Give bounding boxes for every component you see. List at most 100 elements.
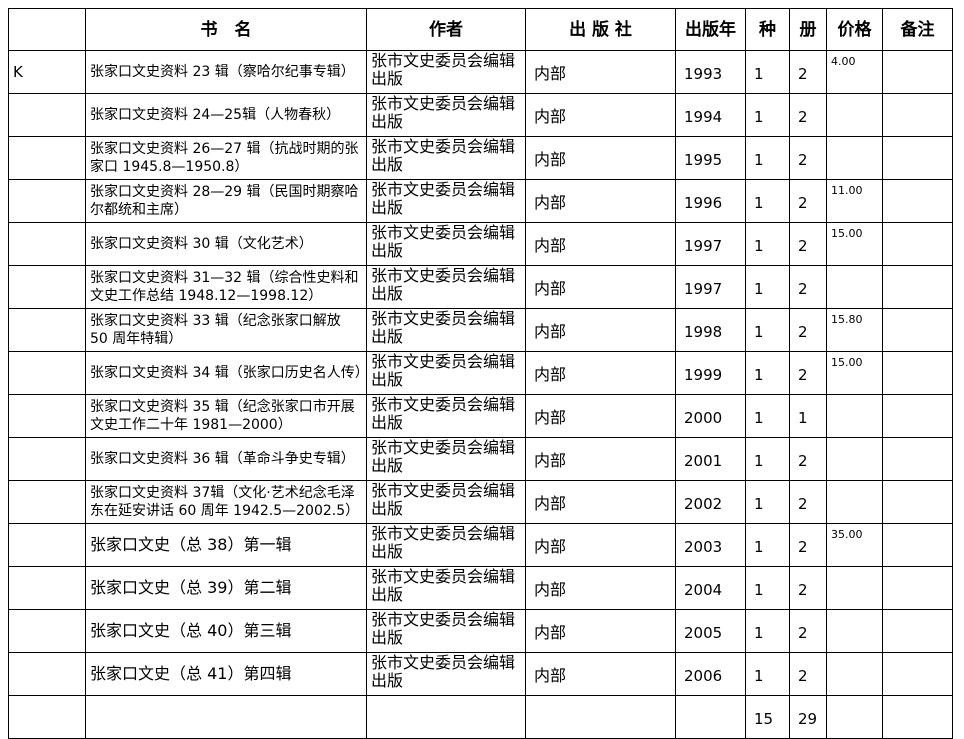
call-cell xyxy=(8,308,86,352)
volumes-cell: 2 xyxy=(789,480,827,524)
book-table: 书 名作者出 版 社出版年种册价格 备注 K 张家口文史资料 23 辑（察哈尔纪事专… xyxy=(8,8,953,739)
note-cell xyxy=(882,695,953,739)
author-cell: 张市文史委员会编辑出版 xyxy=(366,50,526,94)
note-cell xyxy=(882,136,953,180)
year-cell: 1998 xyxy=(675,308,746,352)
kinds-cell: 1 xyxy=(745,394,790,438)
table-row: 张家口文史资料 30 辑（文化艺术） 张市文史委员会编辑出版 内部 1997 1 2 15.… xyxy=(8,222,953,266)
note-cell xyxy=(882,93,953,137)
table-row: 张家口文史（总 40）第三辑 张市文史委员会编辑出版 内部 2005 1 2 xyxy=(8,609,953,653)
note-cell xyxy=(882,351,953,395)
price-cell xyxy=(826,437,883,481)
author-cell: 张市文史委员会编辑出版 xyxy=(366,523,526,567)
publisher-cell: 内部 xyxy=(525,394,676,438)
price-cell: 15.80 xyxy=(826,308,883,352)
header-cell: 备注 xyxy=(882,8,953,51)
note-cell xyxy=(882,265,953,309)
kinds-cell: 1 xyxy=(745,50,790,94)
table-body: K 张家口文史资料 23 辑（察哈尔纪事专辑） 张市文史委员会编辑出版 内部 1993 1… xyxy=(8,50,953,739)
kinds-cell: 15 xyxy=(745,695,790,739)
page: 书 名作者出 版 社出版年种册价格 备注 K 张家口文史资料 23 辑（察哈尔纪事专… xyxy=(8,8,953,739)
author-cell: 张市文史委员会编辑出版 xyxy=(366,222,526,266)
title-cell: 张家口文史（总 38）第一辑 xyxy=(85,523,367,567)
table-row: 张家口文史资料 24—25辑（人物春秋） 张市文史委员会编辑出版 内部 1994 1 2 xyxy=(8,93,953,137)
author-cell: 张市文史委员会编辑出版 xyxy=(366,394,526,438)
price-cell: 11.00 xyxy=(826,179,883,223)
call-cell xyxy=(8,351,86,395)
call-cell xyxy=(8,179,86,223)
publisher-cell: 内部 xyxy=(525,609,676,653)
table-row: 张家口文史（总 41）第四辑 张市文史委员会编辑出版 内部 2006 1 2 xyxy=(8,652,953,696)
publisher-cell: 内部 xyxy=(525,222,676,266)
volumes-cell: 2 xyxy=(789,308,827,352)
header-cell: 价格 xyxy=(826,8,883,51)
title-cell: 张家口文史资料 37辑（文化·艺术纪念毛泽东在延安讲话 60 周年 1942.5… xyxy=(85,480,367,524)
call-cell xyxy=(8,523,86,567)
kinds-cell: 1 xyxy=(745,566,790,610)
volumes-cell: 2 xyxy=(789,50,827,94)
publisher-cell: 内部 xyxy=(525,652,676,696)
author-cell: 张市文史委员会编辑出版 xyxy=(366,308,526,352)
year-cell: 2006 xyxy=(675,652,746,696)
note-cell xyxy=(882,394,953,438)
table-row: 张家口文史资料 26—27 辑（抗战时期的张家口 1945.8—1950.8）张… xyxy=(8,136,953,180)
call-cell xyxy=(8,222,86,266)
author-cell: 张市文史委员会编辑出版 xyxy=(366,136,526,180)
volumes-cell: 2 xyxy=(789,609,827,653)
year-cell: 2001 xyxy=(675,437,746,481)
note-cell xyxy=(882,566,953,610)
note-cell xyxy=(882,179,953,223)
author-cell xyxy=(366,695,526,739)
price-cell xyxy=(826,695,883,739)
title-cell: 张家口文史资料 30 辑（文化艺术） xyxy=(85,222,367,266)
title-cell: 张家口文史资料 36 辑（革命斗争史专辑） xyxy=(85,437,367,481)
table-row: 张家口文史资料 28—29 辑（民国时期察哈尔都统和主席） 张市文史委员会编辑出版… xyxy=(8,179,953,223)
volumes-cell: 29 xyxy=(789,695,827,739)
call-cell xyxy=(8,93,86,137)
year-cell: 2000 xyxy=(675,394,746,438)
price-cell xyxy=(826,93,883,137)
kinds-cell: 1 xyxy=(745,523,790,567)
author-cell: 张市文史委员会编辑出版 xyxy=(366,93,526,137)
year-cell: 1999 xyxy=(675,351,746,395)
year-cell: 2005 xyxy=(675,609,746,653)
call-cell xyxy=(8,609,86,653)
publisher-cell: 内部 xyxy=(525,136,676,180)
note-cell xyxy=(882,523,953,567)
kinds-cell: 1 xyxy=(745,652,790,696)
note-cell xyxy=(882,437,953,481)
note-cell xyxy=(882,652,953,696)
author-cell: 张市文史委员会编辑出版 xyxy=(366,480,526,524)
volumes-cell: 2 xyxy=(789,179,827,223)
author-cell: 张市文史委员会编辑出版 xyxy=(366,437,526,481)
note-cell xyxy=(882,609,953,653)
author-cell: 张市文史委员会编辑出版 xyxy=(366,609,526,653)
publisher-cell: 内部 xyxy=(525,351,676,395)
note-cell xyxy=(882,480,953,524)
title-cell: 张家口文史资料 31—32 辑（综合性史料和文史工作总结 1948.12—199… xyxy=(85,265,367,309)
publisher-cell: 内部 xyxy=(525,179,676,223)
year-cell: 2002 xyxy=(675,480,746,524)
kinds-cell: 1 xyxy=(745,308,790,352)
title-cell: 张家口文史资料 35 辑（纪念张家口市开展文史工作二十年 1981—2000） xyxy=(85,394,367,438)
year-cell: 2004 xyxy=(675,566,746,610)
author-cell: 张市文史委员会编辑出版 xyxy=(366,179,526,223)
note-cell xyxy=(882,50,953,94)
price-cell: 15.00 xyxy=(826,351,883,395)
publisher-cell: 内部 xyxy=(525,265,676,309)
kinds-cell: 1 xyxy=(745,136,790,180)
header-cell xyxy=(8,8,86,51)
kinds-cell: 1 xyxy=(745,609,790,653)
author-cell: 张市文史委员会编辑出版 xyxy=(366,652,526,696)
volumes-cell: 2 xyxy=(789,566,827,610)
author-cell: 张市文史委员会编辑出版 xyxy=(366,566,526,610)
year-cell xyxy=(675,695,746,739)
header-cell: 出版年 xyxy=(675,8,746,51)
call-cell xyxy=(8,437,86,481)
price-cell xyxy=(826,566,883,610)
publisher-cell: 内部 xyxy=(525,480,676,524)
header-cell: 书 名 xyxy=(85,8,367,51)
year-cell: 1993 xyxy=(675,50,746,94)
note-cell xyxy=(882,308,953,352)
table-row: 15 29 xyxy=(8,695,953,739)
